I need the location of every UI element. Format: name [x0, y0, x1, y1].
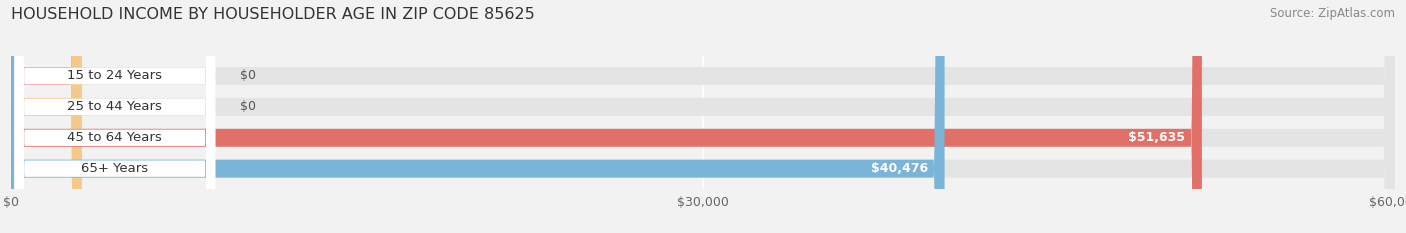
FancyBboxPatch shape: [11, 0, 82, 233]
FancyBboxPatch shape: [14, 0, 215, 233]
FancyBboxPatch shape: [11, 0, 1395, 233]
Text: 15 to 24 Years: 15 to 24 Years: [67, 69, 162, 82]
FancyBboxPatch shape: [14, 0, 215, 233]
FancyBboxPatch shape: [11, 0, 1395, 233]
FancyBboxPatch shape: [14, 0, 215, 233]
FancyBboxPatch shape: [11, 0, 82, 233]
Text: 25 to 44 Years: 25 to 44 Years: [67, 100, 162, 113]
Text: $40,476: $40,476: [870, 162, 928, 175]
Text: 45 to 64 Years: 45 to 64 Years: [67, 131, 162, 144]
FancyBboxPatch shape: [11, 0, 945, 233]
FancyBboxPatch shape: [11, 0, 1202, 233]
Text: HOUSEHOLD INCOME BY HOUSEHOLDER AGE IN ZIP CODE 85625: HOUSEHOLD INCOME BY HOUSEHOLDER AGE IN Z…: [11, 7, 536, 22]
Text: Source: ZipAtlas.com: Source: ZipAtlas.com: [1270, 7, 1395, 20]
Text: 65+ Years: 65+ Years: [82, 162, 149, 175]
FancyBboxPatch shape: [11, 0, 1395, 233]
Text: $0: $0: [239, 100, 256, 113]
Text: $0: $0: [239, 69, 256, 82]
FancyBboxPatch shape: [11, 0, 1395, 233]
Text: $51,635: $51,635: [1128, 131, 1185, 144]
FancyBboxPatch shape: [14, 0, 215, 233]
